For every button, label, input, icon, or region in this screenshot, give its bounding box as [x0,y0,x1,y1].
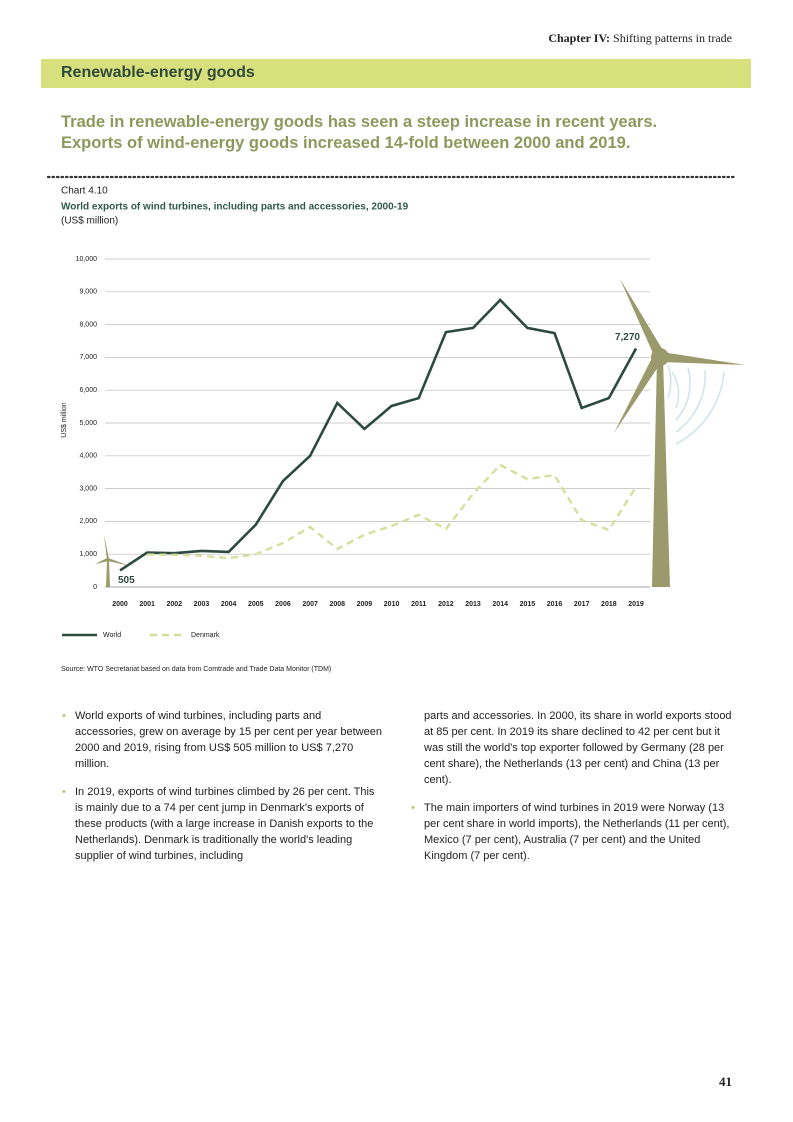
y-tick-label: 7,000 [79,354,97,361]
x-tick-label: 2015 [520,601,536,608]
data-label: 505 [118,575,135,586]
y-tick-label: 8,000 [79,321,97,328]
y-tick-label: 9,000 [79,289,97,296]
x-tick-label: 2013 [465,601,481,608]
turbine-decoration [614,279,745,587]
y-axis-label: US$ million [61,402,68,438]
paragraph: In 2019, exports of wind turbines climbe… [62,784,385,864]
x-tick-label: 2002 [167,601,183,608]
x-tick-label: 2009 [357,601,373,608]
small-turbine-decoration [95,535,130,587]
section-title: Renewable-energy goods [61,64,255,81]
chapter: Chapter IV: [548,31,611,45]
y-tick-label: 4,000 [79,453,97,460]
x-tick-label: 2004 [221,601,237,608]
data-label: 7,270 [615,332,640,343]
column-right: parts and accessories. In 2000, its shar… [411,708,734,876]
x-tick-label: 2006 [275,601,291,608]
plot: 505 7,270 [118,298,640,586]
x-tick-label: 2007 [302,601,318,608]
y-tick-label: 5,000 [79,420,97,427]
series-line [119,298,638,572]
grid: 0 1,000 2,000 3,000 4,000 5,000 6,000 7,000 8,00… [76,256,650,608]
chart-label: Chart 4.10 [61,186,108,197]
series-line [147,463,638,560]
x-tick-label: 2003 [194,601,210,608]
legend: World Denmark [62,632,220,639]
x-tick-label: 2008 [329,601,345,608]
y-tick-label: 3,000 [79,485,97,492]
headline-line: Trade in renewable-energy goods has seen… [61,113,658,131]
paragraph: World exports of wind turbines, includin… [62,708,385,772]
running-header: Chapter IV: Shifting patterns in trade [548,31,732,46]
column-left: World exports of wind turbines, includin… [62,708,385,876]
y-tick-label: 0 [93,584,97,591]
y-tick-label: 10,000 [76,256,98,263]
legend-label: Denmark [191,632,220,639]
y-tick-label: 2,000 [79,518,97,525]
chapter-title: Shifting patterns in trade [613,31,732,45]
chart-subtitle: (US$ million) [61,216,118,227]
headline-line: Exports of wind-energy goods increased 1… [61,134,631,152]
headline: Trade in renewable-energy goods has seen… [61,112,741,154]
chart-title: World exports of wind turbines, includin… [61,202,409,213]
x-tick-label: 2014 [492,601,508,608]
x-tick-label: 2001 [139,601,155,608]
x-tick-label: 2017 [574,601,590,608]
x-tick-label: 2018 [601,601,617,608]
y-tick-label: 6,000 [79,387,97,394]
legend-label: World [103,632,121,639]
x-tick-label: 2000 [112,601,128,608]
section-band: Renewable-energy goods [41,59,751,88]
x-tick-label: 2010 [384,601,400,608]
x-tick-label: 2019 [628,601,644,608]
page-number: 41 [719,1074,732,1089]
x-tick-label: 2016 [547,601,563,608]
x-tick-label: 2005 [248,601,264,608]
paragraph: parts and accessories. In 2000, its shar… [424,710,732,786]
chart: Chart 4.10 World exports of wind turbine… [46,175,745,673]
paragraph: The main importers of wind turbines in 2… [411,800,734,864]
x-tick-label: 2012 [438,601,454,608]
x-tick-label: 2011 [411,601,426,608]
y-tick-label: 1,000 [79,551,97,558]
source: Source: WTO Secretariat based on data fr… [61,666,331,673]
